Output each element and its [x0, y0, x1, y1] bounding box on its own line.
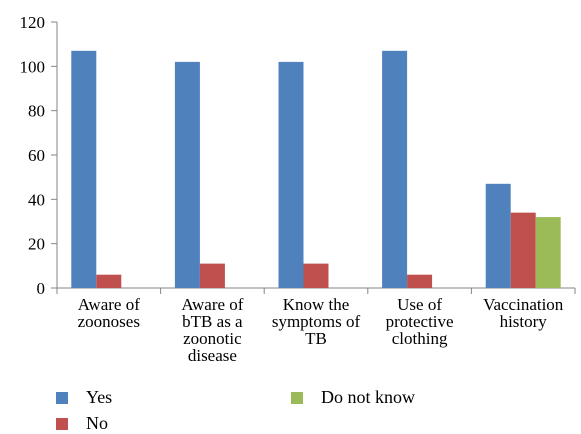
y-tick-label: 40: [28, 190, 45, 209]
bar-no-4: [510, 212, 536, 288]
bar-no-2: [303, 263, 329, 288]
x-category-label: Aware of zoonoses: [78, 295, 141, 331]
bar-no-1: [199, 263, 225, 288]
bar-yes-2: [278, 61, 304, 289]
x-category-label: Know the symptoms of TB: [272, 295, 361, 348]
bar-yes-3: [382, 50, 408, 288]
bar-yes-1: [174, 61, 200, 289]
chart-bars: [71, 50, 561, 289]
bar-do-not-know-4: [535, 217, 561, 288]
y-tick-label: 80: [28, 102, 45, 121]
y-tick-label: 20: [28, 235, 45, 254]
y-tick-label: 100: [20, 57, 46, 76]
bar-no-3: [407, 274, 433, 288]
y-tick-label: 0: [37, 279, 46, 298]
y-tick-label: 120: [20, 13, 46, 32]
bar-yes-4: [485, 183, 511, 288]
x-category-label: Use of protective clothing: [386, 295, 454, 348]
x-category-label: Aware of bTB as a zoonotic disease: [181, 295, 243, 365]
bar-no-0: [96, 274, 122, 288]
x-category-label: Vaccination history: [483, 295, 564, 331]
bar-yes-0: [71, 50, 97, 288]
chart-labels: 0 20 40 60 80 100 120 Aware of zoonoses Aware of b…: [20, 13, 564, 365]
y-tick-label: 60: [28, 146, 45, 165]
